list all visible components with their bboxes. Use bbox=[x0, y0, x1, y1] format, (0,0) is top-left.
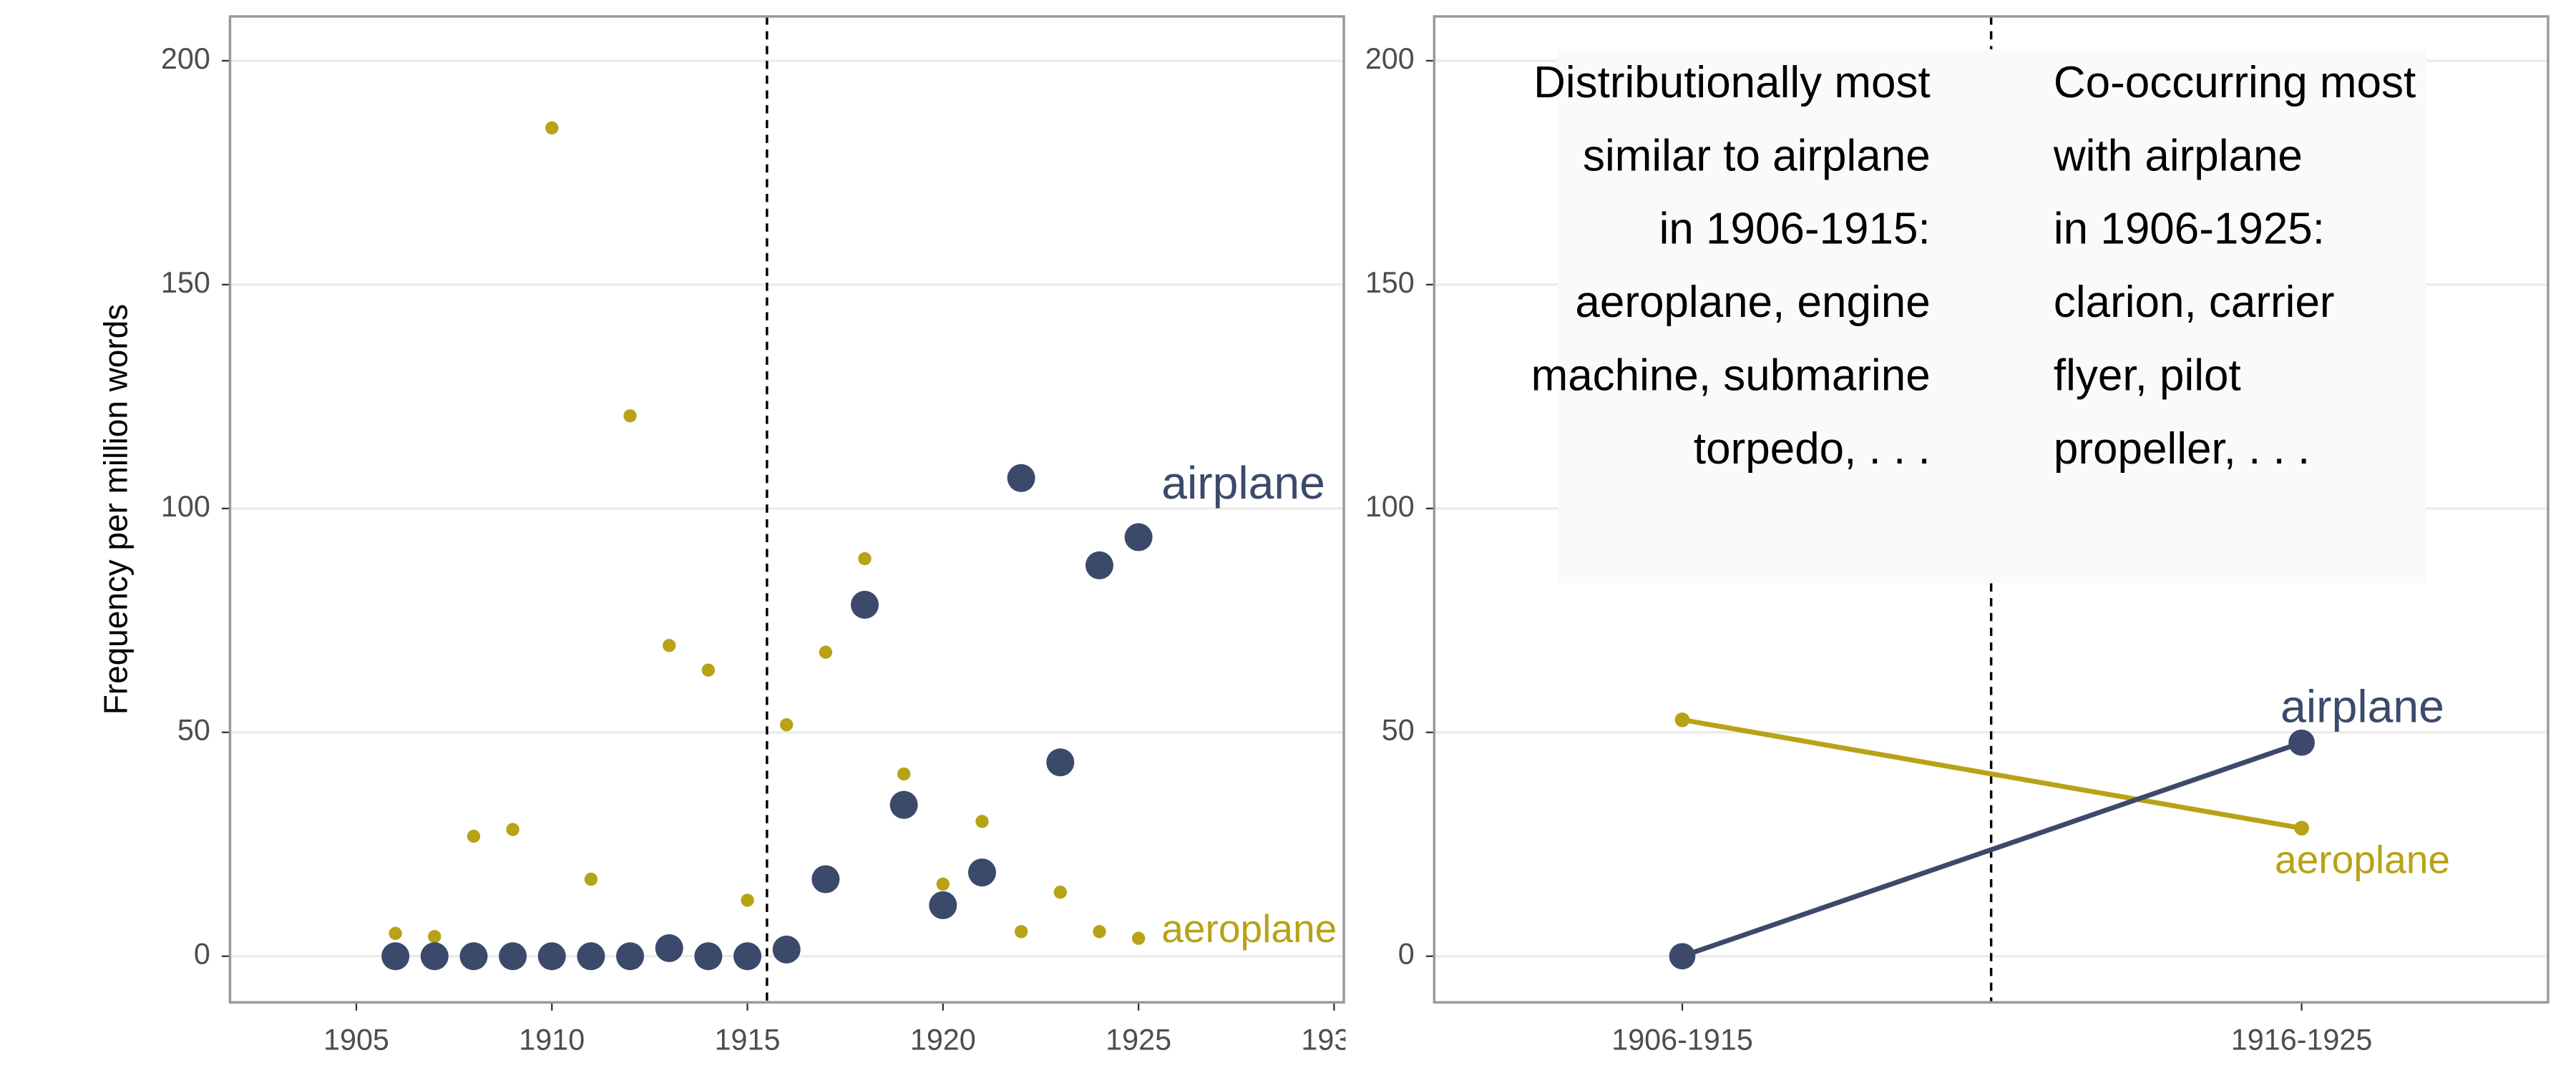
point bbox=[819, 645, 833, 659]
annotation-line: machine, submarine bbox=[1531, 351, 1931, 401]
point bbox=[1053, 886, 1067, 899]
point bbox=[1046, 748, 1075, 777]
point bbox=[499, 942, 527, 971]
y-tick-label: 200 bbox=[161, 42, 210, 75]
y-tick-label: 50 bbox=[177, 714, 210, 747]
annotation-box bbox=[1557, 49, 2427, 584]
point bbox=[537, 942, 566, 971]
point bbox=[889, 790, 918, 819]
annotation-line: with airplane bbox=[2053, 131, 2303, 180]
y-axis-label: Frequency per million words bbox=[97, 304, 134, 715]
x-tick-label: 1925 bbox=[1106, 1023, 1171, 1056]
y-tick-label: 0 bbox=[1398, 938, 1415, 971]
x-tick-label: 1930 bbox=[1301, 1023, 1367, 1056]
point bbox=[1007, 464, 1035, 492]
annotation-line: Co-occurring most bbox=[2054, 58, 2416, 107]
point bbox=[389, 926, 402, 941]
y-tick-label: 200 bbox=[1365, 42, 1415, 75]
point bbox=[850, 590, 879, 619]
point bbox=[506, 823, 519, 836]
point bbox=[420, 942, 449, 971]
point bbox=[655, 934, 683, 963]
x-tick-label: 1916-1925 bbox=[2231, 1023, 2373, 1056]
point bbox=[1085, 551, 1113, 579]
point bbox=[2288, 729, 2315, 756]
point bbox=[694, 942, 723, 971]
y-tick-label: 100 bbox=[1365, 490, 1415, 523]
point bbox=[1124, 523, 1153, 552]
y-tick-label: 50 bbox=[1382, 714, 1415, 747]
y-tick-label: 150 bbox=[1365, 266, 1415, 299]
series-label: airplane bbox=[1161, 457, 1325, 509]
right-panel: 0 50 100 150 200 1906-1915 1916-1925 Distributi… bbox=[1365, 15, 2550, 1056]
annotation-line: in 1906-1925: bbox=[2054, 205, 2325, 254]
point bbox=[381, 942, 410, 971]
point bbox=[897, 767, 911, 781]
annotation-line: Distributionally most bbox=[1533, 58, 1931, 107]
y-tick-label: 150 bbox=[161, 266, 210, 299]
point bbox=[2294, 820, 2309, 836]
left-panel: 0 50 100 150 200 1905 1910 1915 1920 1925 1930 airp… bbox=[161, 15, 1367, 1056]
point bbox=[584, 872, 598, 886]
point bbox=[780, 717, 794, 732]
series-label: aeroplane bbox=[1161, 906, 1337, 951]
point bbox=[577, 942, 605, 971]
point bbox=[545, 121, 559, 135]
point bbox=[733, 942, 762, 971]
panel-border bbox=[1433, 15, 2550, 1004]
series-line bbox=[1681, 740, 2303, 959]
x-tick-label: 1920 bbox=[910, 1023, 976, 1056]
annotation-line: propeller, . . . bbox=[2054, 424, 2310, 474]
y-tick-label: 100 bbox=[161, 490, 210, 523]
point bbox=[741, 893, 754, 907]
point bbox=[967, 858, 996, 887]
point bbox=[1669, 943, 1696, 970]
x-tick-label: 1915 bbox=[715, 1023, 781, 1056]
point bbox=[623, 409, 637, 423]
point bbox=[858, 552, 872, 566]
x-tick-label: 1910 bbox=[519, 1023, 585, 1056]
annotation-line: flyer, pilot bbox=[2054, 351, 2241, 401]
point bbox=[428, 930, 441, 944]
point bbox=[929, 891, 957, 919]
x-tick-label: 1906-1915 bbox=[1611, 1023, 1753, 1056]
point bbox=[1093, 925, 1106, 939]
point bbox=[663, 639, 676, 652]
point bbox=[811, 865, 840, 893]
point bbox=[701, 663, 716, 677]
annotation-line: torpedo, . . . bbox=[1694, 424, 1931, 474]
point bbox=[1131, 931, 1146, 945]
point bbox=[1674, 712, 1690, 727]
point bbox=[772, 935, 801, 964]
annotation-line: in 1906-1915: bbox=[1659, 205, 1931, 254]
annotation-line: clarion, carrier bbox=[2054, 278, 2335, 327]
annotation-line: aeroplane, engine bbox=[1575, 278, 1930, 327]
series-label: aeroplane bbox=[2275, 838, 2450, 882]
annotation-line: similar to airplane bbox=[1583, 131, 1931, 180]
point bbox=[1014, 925, 1028, 939]
x-tick-label: 1905 bbox=[323, 1023, 389, 1056]
point bbox=[936, 877, 950, 891]
panel-border bbox=[228, 15, 1345, 1004]
point bbox=[467, 829, 481, 843]
point bbox=[459, 942, 488, 971]
series-label: airplane bbox=[2280, 680, 2444, 732]
y-tick-label: 0 bbox=[194, 938, 210, 971]
point bbox=[975, 815, 989, 828]
series-line bbox=[1682, 717, 2303, 831]
point bbox=[616, 942, 645, 971]
